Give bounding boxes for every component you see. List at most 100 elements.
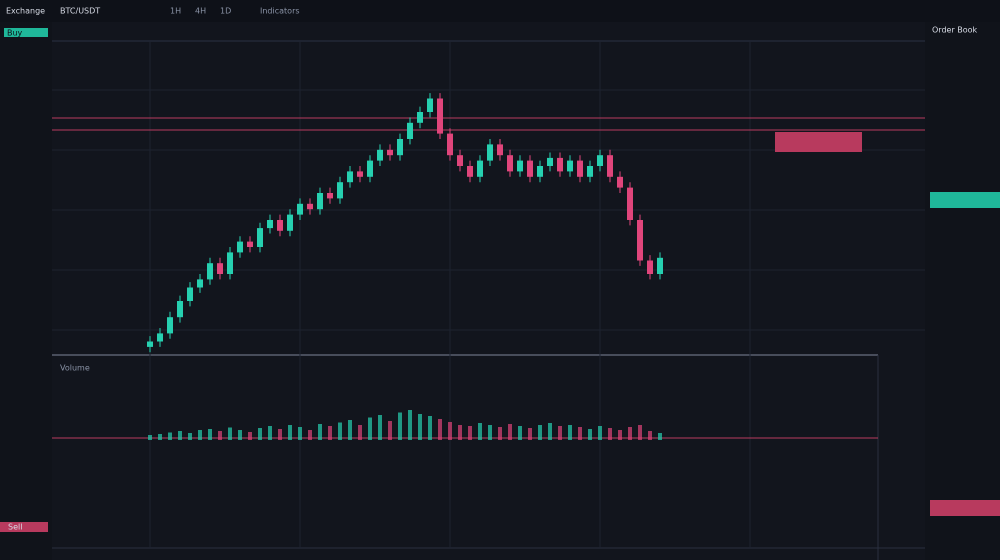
volume-bar [278, 429, 282, 440]
volume-bar [538, 425, 542, 440]
volume-bar [418, 414, 422, 440]
volume-bar [158, 434, 162, 440]
candle-body [617, 176, 623, 188]
volume-bar [298, 427, 302, 440]
candle-body [577, 160, 583, 177]
volume-bar [608, 428, 612, 440]
candle-body [237, 241, 243, 253]
volume-bar [248, 432, 252, 440]
brand: Exchange [6, 7, 45, 16]
candle-body [217, 263, 223, 274]
volume-bar [208, 429, 212, 440]
candle-body [437, 98, 443, 134]
volume-bar [268, 426, 272, 440]
candle-body [587, 166, 593, 177]
candle-body [487, 144, 493, 161]
indicators-button[interactable]: Indicators [260, 7, 300, 16]
active-tab[interactable] [4, 28, 48, 37]
candle-body [657, 257, 663, 274]
candle-body [447, 133, 453, 156]
candle-body [307, 203, 313, 210]
candle-body [147, 341, 153, 347]
volume-bar [628, 427, 632, 440]
candle-body [527, 160, 533, 177]
toolbar-divider [52, 40, 925, 42]
candle-body [387, 149, 393, 156]
candle-body [377, 149, 383, 161]
volume-bar [398, 412, 402, 440]
volume-bar [598, 426, 602, 440]
candle-body [287, 214, 293, 231]
volume-bar [578, 427, 582, 440]
volume-bar [198, 430, 202, 440]
right-panel [925, 22, 1000, 560]
volume-bar [378, 415, 382, 440]
buy-button[interactable]: Buy [7, 29, 23, 38]
volume-bar [148, 435, 152, 440]
volume-bar [548, 423, 552, 440]
candle-body [547, 157, 553, 166]
candle-body [277, 220, 283, 231]
candle-body [607, 155, 613, 177]
left-sidebar [0, 22, 52, 560]
candle-body [397, 139, 403, 156]
grid [52, 42, 925, 548]
volume-bar [408, 410, 412, 440]
order-book-title: Order Book [932, 26, 978, 35]
volume-bar [638, 425, 642, 440]
candle-body [567, 160, 573, 172]
volume-bar [488, 425, 492, 440]
timeframe[interactable]: 1H [170, 7, 181, 16]
volume-bar [468, 426, 472, 440]
volume-bar [458, 425, 462, 440]
candle-body [167, 317, 173, 334]
top-bar [0, 0, 1000, 22]
candle-body [247, 241, 253, 247]
pair: BTC/USDT [60, 7, 100, 16]
volume-bar [618, 430, 622, 440]
candle-body [457, 155, 463, 166]
volume-bar [558, 426, 562, 440]
candle-body [197, 279, 203, 288]
candle-body [257, 228, 263, 247]
candle-body [427, 98, 433, 112]
volume-label: Volume [60, 364, 90, 373]
volume-bar [498, 427, 502, 440]
timeframe[interactable]: 4H [195, 7, 206, 16]
volume-bar [228, 427, 232, 440]
ask-highlight [930, 500, 1000, 516]
timeframe[interactable]: 1D [220, 7, 231, 16]
volume-bar [368, 417, 372, 440]
candle-body [537, 166, 543, 177]
volume-bar [288, 425, 292, 440]
sell-button[interactable]: Sell [8, 523, 22, 532]
volume-bar [188, 433, 192, 440]
volume-bar [528, 428, 532, 440]
volume-bar [218, 431, 222, 440]
volume-bar [358, 425, 362, 440]
volume-bar [478, 423, 482, 440]
candle-body [357, 171, 363, 177]
candle-body [267, 220, 273, 229]
candle-body [297, 203, 303, 215]
sell-button-bg[interactable] [0, 522, 48, 532]
volume-bar [428, 416, 432, 440]
candle-body [327, 193, 333, 199]
volume-bar [588, 429, 592, 440]
candle-body [507, 155, 513, 172]
candle-body [557, 157, 563, 172]
volume-bar [338, 422, 342, 440]
volume-bar [168, 432, 172, 440]
volume-bar [508, 424, 512, 440]
candle-body [157, 333, 163, 342]
candle-body [227, 252, 233, 274]
volume-bar [568, 425, 572, 440]
candle-body [467, 166, 473, 177]
price-alert [775, 132, 862, 152]
bid-highlight [930, 192, 1000, 208]
candle-body [347, 171, 353, 183]
candle-body [337, 182, 343, 199]
